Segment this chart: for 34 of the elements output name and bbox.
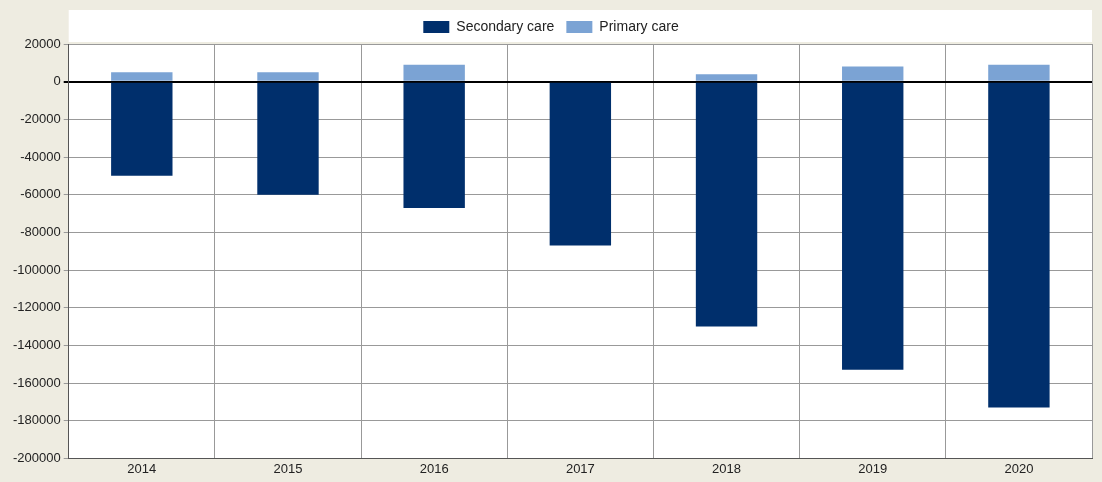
bar	[403, 82, 465, 208]
legend-label: Secondary care	[456, 17, 555, 34]
legend-label: Primary care	[599, 17, 679, 34]
y-tick-label: -160000	[12, 374, 61, 390]
x-tick-label: 2016	[419, 460, 449, 476]
y-tick-label: 20000	[24, 35, 61, 51]
bar	[111, 82, 173, 176]
bar	[988, 64, 1050, 81]
x-tick-label: 2014	[127, 460, 157, 476]
y-tick-label: -40000	[20, 148, 61, 164]
x-tick-label: 2019	[858, 460, 888, 476]
y-tick-label: -200000	[12, 449, 61, 465]
bar	[695, 74, 758, 81]
y-tick-label: -60000	[20, 186, 61, 202]
x-tick-label: 2020	[1004, 460, 1034, 476]
x-tick-label: 2018	[712, 460, 741, 476]
y-tick-label: -100000	[12, 261, 61, 277]
x-tick-label: 2017	[565, 460, 595, 476]
bar	[695, 82, 758, 327]
y-tick-label: 0	[53, 73, 61, 89]
bar	[842, 66, 904, 81]
y-tick-label: -140000	[12, 336, 61, 352]
y-tick-label: -120000	[12, 299, 61, 315]
x-tick-label: 2015	[273, 460, 303, 476]
bar	[988, 82, 1050, 408]
y-tick-label: -180000	[12, 412, 61, 428]
bar	[111, 72, 173, 81]
bar	[549, 82, 612, 246]
bar	[257, 72, 319, 81]
bar	[257, 82, 319, 195]
bar	[403, 64, 465, 81]
y-tick-label: -80000	[20, 223, 61, 239]
y-tick-label: -20000	[20, 110, 61, 126]
bar	[842, 82, 904, 370]
